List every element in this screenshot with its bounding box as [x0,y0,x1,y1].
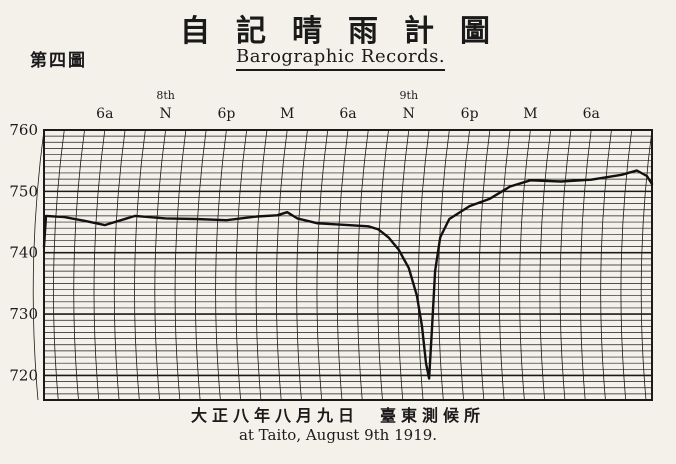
caption-english: at Taito, August 9th 1919. [238,426,438,444]
gridline-time-arc [397,129,410,401]
gridline-time-arc [417,129,430,401]
gridline-time-arc [235,129,248,401]
time-tick-label: 6p [461,106,479,122]
gridline-time-arc [296,129,308,401]
gridline-time-arc [600,129,612,401]
gridline-time-arc [215,129,227,401]
gridline-time-arc [134,129,146,401]
gridline-time-arc [438,129,450,401]
day-tick-label: 8th [156,89,175,102]
gridline-time-arc [377,129,389,401]
gridline-time-arc [255,129,268,401]
gridline-time-arc [154,129,166,401]
day-tick-label: 9th [400,89,419,102]
time-tick-label: M [280,106,294,122]
gridline-time-arc [93,129,106,401]
gridline-time-arc [640,129,653,401]
y-tick-label: 720 [9,366,38,384]
y-tick-label: 750 [9,182,38,200]
chart-grid [32,129,653,401]
gridline-time-arc [357,129,369,401]
caption-japanese: 大正八年八月九日 臺東測候所 [190,406,485,425]
chart-axes: 760 750 740 730 720 6a N 8th 6p M 6a N 9th 6p M 6a [9,89,599,384]
chart-title-english: Barographic Records. [236,46,446,71]
gridline-time-arc [316,129,329,401]
gridline-time-arc [73,129,85,401]
gridline-time-arc [620,129,633,401]
time-tick-label: 6p [217,106,235,122]
time-tick-label: M [523,106,537,122]
y-tick-label: 760 [9,121,38,139]
time-tick-label: N [159,106,171,122]
series-line-0 [42,169,654,380]
gridline-time-arc [539,129,552,401]
gridline-time-arc [559,129,572,401]
time-tick-label: N [403,106,415,122]
gridline-time-arc [53,129,65,401]
gridline-time-arc [498,129,511,401]
gridline-time-arc [194,129,207,401]
gridline-time-arc [276,129,288,401]
time-tick-label: 6a [96,106,113,122]
gridline-time-arc [336,129,349,401]
gridline-time-arc [174,129,187,401]
gridline-time-arc [458,129,470,401]
y-tick-label: 740 [9,244,38,262]
figure-label: 第四圖 [30,51,87,71]
gridline-time-arc [113,129,126,401]
gridline-time-arc [478,129,491,401]
gridline-time-arc [580,129,592,401]
time-tick-label: 6a [583,106,600,122]
gridline-time-arc [32,129,45,401]
time-tick-label: 6a [339,106,356,122]
y-tick-label: 730 [9,305,38,323]
chart-title-japanese: 自記晴雨計圖 [180,14,516,49]
gridline-time-arc [519,129,531,401]
chart-series [42,169,654,380]
